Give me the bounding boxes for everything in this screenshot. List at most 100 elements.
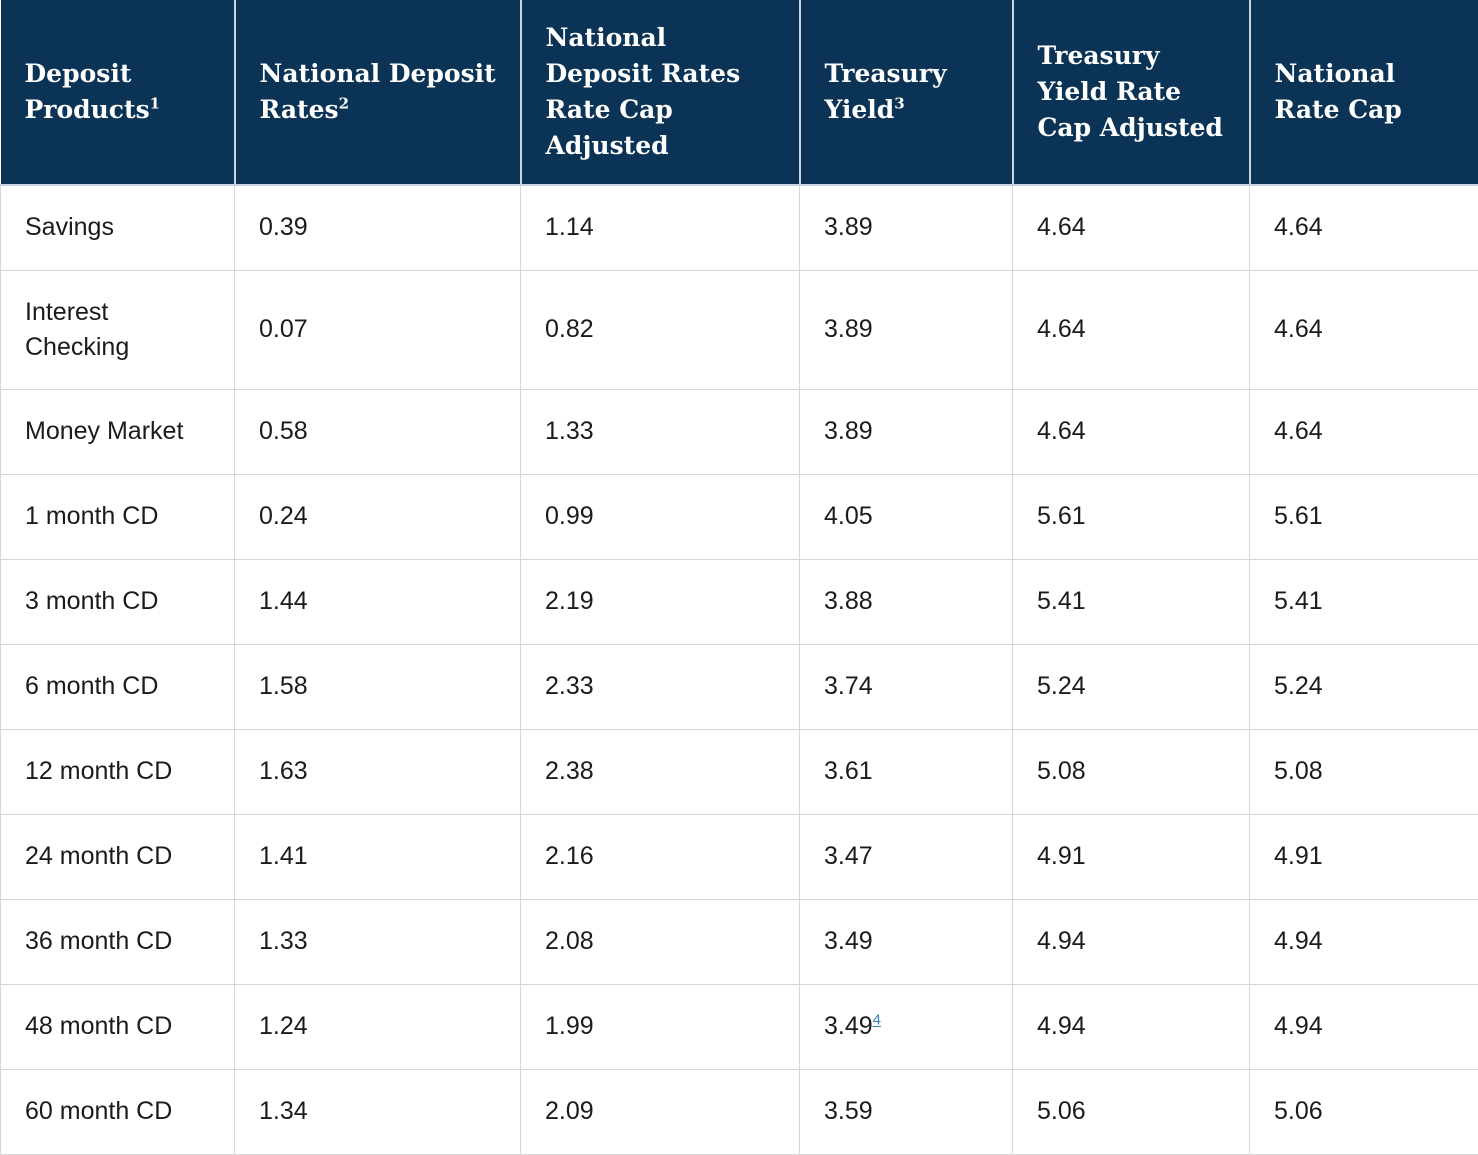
table-row: 36 month CD 1.33 2.08 3.49 4.94 4.94	[1, 899, 1478, 984]
deposit-product-cell: 1 month CD	[1, 474, 235, 559]
column-header: National Rate Cap	[1250, 0, 1478, 185]
rate-value: 3.74	[824, 672, 873, 700]
table-row: Interest Checking 0.07 0.82 3.89 4.64 4.64	[1, 270, 1478, 389]
rate-value-cell: 5.08	[1250, 729, 1478, 814]
deposit-product-cell: 24 month CD	[1, 814, 235, 899]
rate-value-cell: 4.64	[1250, 270, 1478, 389]
rate-value: 3.89	[824, 417, 873, 445]
rate-value-cell: 2.33	[521, 644, 800, 729]
rate-value: 1.34	[259, 1097, 308, 1125]
rate-value-cell: 1.14	[521, 185, 800, 270]
rate-value-cell: 5.41	[1013, 559, 1250, 644]
rate-value: 3.88	[824, 587, 873, 615]
rate-value: 1.14	[545, 213, 594, 241]
rate-value-cell: 4.64	[1250, 389, 1478, 474]
rate-value-cell: 4.91	[1013, 814, 1250, 899]
rate-value: 4.94	[1037, 1012, 1086, 1040]
column-header-label: National Rate Cap	[1275, 59, 1402, 124]
rate-value-cell: 3.47	[800, 814, 1013, 899]
rate-value: 3.89	[824, 315, 873, 343]
deposit-product-cell: Interest Checking	[1, 270, 235, 389]
rate-value-cell: 0.82	[521, 270, 800, 389]
rate-value-cell: 5.24	[1250, 644, 1478, 729]
footnote-superscript: 4	[873, 1012, 881, 1029]
rate-value-cell: 1.33	[521, 389, 800, 474]
rate-value-cell: 4.64	[1250, 185, 1478, 270]
rate-value: 1.24	[259, 1012, 308, 1040]
rate-value-cell: 5.41	[1250, 559, 1478, 644]
rate-value-cell: 1.24	[235, 984, 521, 1069]
rate-value: 5.24	[1037, 672, 1086, 700]
rate-value: 2.08	[545, 927, 594, 955]
rate-value: 1.33	[259, 927, 308, 955]
rate-value: 5.08	[1274, 757, 1323, 785]
rate-value: 2.16	[545, 842, 594, 870]
rate-value: 2.33	[545, 672, 594, 700]
rate-value: 3.47	[824, 842, 873, 870]
rate-value: 4.94	[1274, 927, 1323, 955]
rate-value-cell: 2.16	[521, 814, 800, 899]
rate-value-cell: 1.63	[235, 729, 521, 814]
rate-value-cell: 5.61	[1250, 474, 1478, 559]
rate-value-cell: 4.94	[1250, 984, 1478, 1069]
rate-value-cell: 1.41	[235, 814, 521, 899]
rate-value-cell: 0.07	[235, 270, 521, 389]
rate-value: 4.05	[824, 502, 873, 530]
rate-value: 2.09	[545, 1097, 594, 1125]
rate-value-cell: 3.74	[800, 644, 1013, 729]
column-header: Treasury Yield Rate Cap Adjusted	[1013, 0, 1250, 185]
table-row: 60 month CD 1.34 2.09 3.59 5.06 5.06	[1, 1069, 1478, 1154]
rate-value-cell: 2.09	[521, 1069, 800, 1154]
rate-value: 5.41	[1037, 587, 1086, 615]
rate-value-cell: 4.64	[1013, 389, 1250, 474]
deposit-product-cell: 12 month CD	[1, 729, 235, 814]
rate-value-cell: 5.61	[1013, 474, 1250, 559]
rate-value: 1.99	[545, 1012, 594, 1040]
rate-value: 2.19	[545, 587, 594, 615]
rate-value: 5.06	[1037, 1097, 1086, 1125]
rate-value-cell: 4.05	[800, 474, 1013, 559]
header-footnote-marker: 3	[894, 95, 904, 113]
rate-value-cell: 1.58	[235, 644, 521, 729]
rate-value-cell: 4.94	[1250, 899, 1478, 984]
rate-value-cell: 3.89	[800, 185, 1013, 270]
rate-value-cell: 1.44	[235, 559, 521, 644]
rate-value-cell: 2.19	[521, 559, 800, 644]
footnote-4-link[interactable]: 4	[873, 1012, 881, 1029]
column-header-label: Rate Cap Adjusted	[546, 95, 673, 160]
rate-value: 3.89	[824, 213, 873, 241]
deposit-product-cell: 6 month CD	[1, 644, 235, 729]
rate-value: 0.39	[259, 213, 308, 241]
rate-value: 4.64	[1037, 213, 1086, 241]
rate-value: 0.07	[259, 315, 308, 343]
rate-value: 4.64	[1274, 213, 1323, 241]
column-header-label: Treasury Yield Rate Cap Adjusted	[1038, 41, 1223, 142]
rate-value-cell: 1.34	[235, 1069, 521, 1154]
rate-value: 0.24	[259, 502, 308, 530]
header-footnote-marker: 2	[339, 95, 349, 113]
rate-value-cell: 3.59	[800, 1069, 1013, 1154]
rate-value-cell: 4.94	[1013, 984, 1250, 1069]
rate-value: 4.64	[1274, 315, 1323, 343]
rate-value: 0.82	[545, 315, 594, 343]
rate-value: 3.61	[824, 757, 873, 785]
rate-value: 4.64	[1037, 315, 1086, 343]
rate-value: 3.49	[824, 927, 873, 955]
rate-value-cell: 4.91	[1250, 814, 1478, 899]
rate-value-cell: 3.49	[800, 899, 1013, 984]
deposit-product-cell: 36 month CD	[1, 899, 235, 984]
rate-value-cell: 4.94	[1013, 899, 1250, 984]
rate-value-cell: 0.58	[235, 389, 521, 474]
deposit-product-cell: 60 month CD	[1, 1069, 235, 1154]
rate-value: 5.06	[1274, 1097, 1323, 1125]
